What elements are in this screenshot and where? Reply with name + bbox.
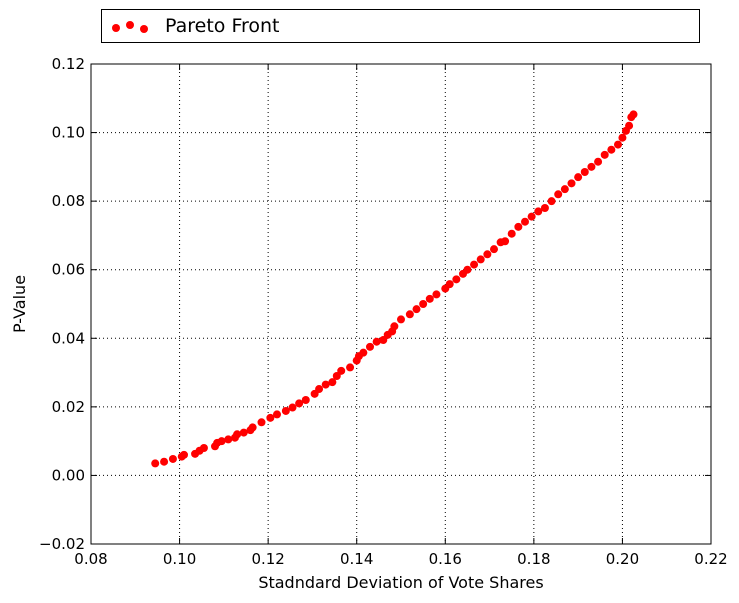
data-point <box>151 459 160 468</box>
data-points <box>151 110 638 468</box>
data-point <box>618 133 627 142</box>
data-point <box>629 110 638 119</box>
data-point <box>233 430 242 439</box>
data-point <box>574 173 583 182</box>
data-point <box>390 322 399 331</box>
data-point <box>337 366 346 375</box>
data-point <box>281 406 290 415</box>
legend-label: Pareto Front <box>165 15 280 37</box>
data-point <box>490 245 498 254</box>
data-point <box>168 454 177 463</box>
data-point <box>248 423 257 432</box>
data-point <box>425 294 434 303</box>
data-point <box>470 260 479 269</box>
data-point <box>476 255 485 264</box>
y-tick-label: −0.02 <box>39 535 85 553</box>
y-tick-label: 0.00 <box>52 466 85 484</box>
data-point <box>614 140 622 149</box>
data-point <box>266 413 275 422</box>
y-tick-label: 0.04 <box>52 329 85 347</box>
data-point <box>359 348 368 357</box>
data-point <box>534 207 543 216</box>
x-tick-label: 0.12 <box>251 550 284 568</box>
data-point <box>328 378 337 387</box>
data-point <box>594 157 603 166</box>
data-point <box>600 150 609 159</box>
x-tick-label: 0.22 <box>694 550 727 568</box>
data-point <box>452 275 461 284</box>
data-point <box>527 212 536 221</box>
x-tick-label: 0.20 <box>606 550 639 568</box>
data-point <box>199 444 208 452</box>
data-point <box>366 342 374 351</box>
legend: Pareto Front <box>101 9 700 43</box>
grid-lines <box>91 64 711 544</box>
data-point <box>288 403 297 412</box>
data-point <box>554 190 563 199</box>
data-point <box>257 418 266 427</box>
data-point <box>463 265 472 274</box>
data-point <box>507 229 516 238</box>
data-point <box>547 197 556 206</box>
data-point <box>397 315 405 324</box>
y-axis-label: P-Value <box>10 275 29 333</box>
x-axis-label: Stadndard Deviation of Vote Shares <box>258 573 543 592</box>
x-tick-label: 0.08 <box>74 550 107 568</box>
data-point <box>372 337 381 346</box>
data-point <box>567 179 576 188</box>
y-tick-label: 0.10 <box>52 124 85 142</box>
data-point <box>587 162 596 171</box>
data-point <box>445 280 454 289</box>
data-point <box>295 399 304 408</box>
data-point <box>315 385 324 394</box>
data-point <box>432 290 441 299</box>
data-point <box>540 204 549 212</box>
y-tick-label: 0.08 <box>52 192 85 210</box>
data-point <box>217 437 226 446</box>
legend-marker-icon <box>112 21 148 33</box>
data-point <box>419 300 428 308</box>
data-point <box>239 428 248 437</box>
data-point <box>405 310 414 319</box>
data-point <box>560 185 569 194</box>
data-point <box>346 363 355 372</box>
data-point <box>483 250 492 259</box>
data-point <box>301 396 310 404</box>
data-point <box>580 168 589 176</box>
data-point <box>412 305 421 314</box>
y-tick-label: 0.12 <box>52 55 85 73</box>
axis-ticks: 0.08 0.10 0.12 0.14 0.16 0.18 0.20 0.22−0.020.0… <box>39 55 728 568</box>
x-tick-label: 0.16 <box>429 550 462 568</box>
data-point <box>514 222 523 231</box>
data-point <box>501 237 510 246</box>
x-tick-label: 0.10 <box>163 550 196 568</box>
plot-frame <box>90 63 712 545</box>
x-tick-label: 0.18 <box>517 550 550 568</box>
data-point <box>180 450 188 459</box>
data-point <box>224 435 233 444</box>
x-tick-label: 0.14 <box>340 550 373 568</box>
data-point <box>607 145 616 154</box>
y-tick-label: 0.06 <box>52 261 85 279</box>
data-point <box>521 217 529 226</box>
y-tick-label: 0.02 <box>52 398 85 416</box>
data-point <box>160 457 169 466</box>
data-point <box>321 380 330 389</box>
data-point <box>273 410 281 419</box>
data-point <box>625 121 634 130</box>
